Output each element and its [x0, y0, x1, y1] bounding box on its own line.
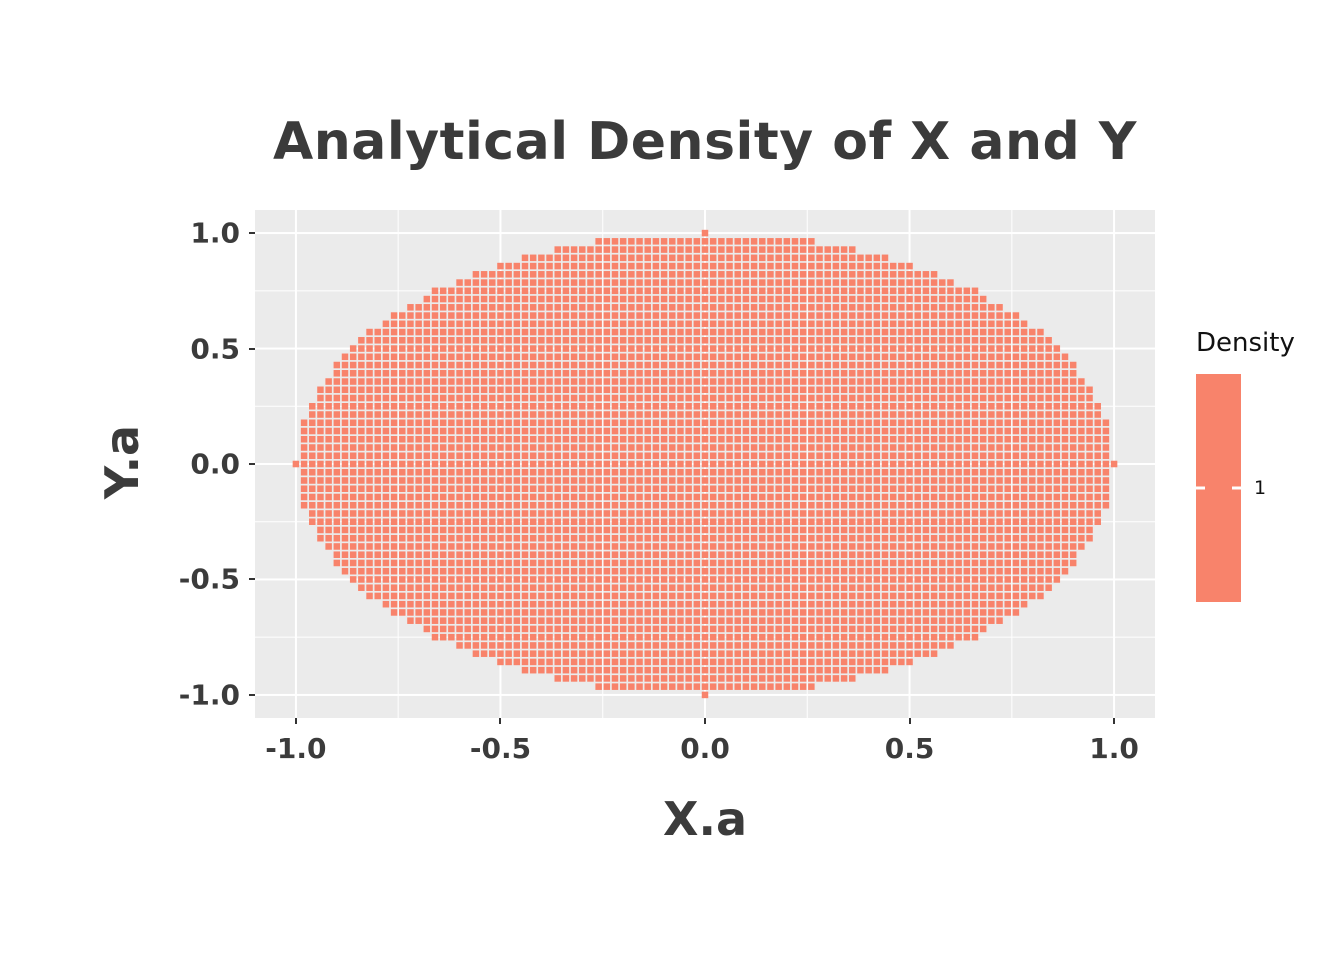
y-tick-label: -0.5 — [178, 562, 240, 596]
y-tick-mark — [249, 347, 255, 350]
legend-colorbar: 1 — [1196, 374, 1266, 602]
y-tick-mark — [249, 463, 255, 465]
y-tick-label: 0.5 — [190, 332, 240, 366]
heatmap-canvas — [255, 210, 1155, 718]
y-tick-mark — [249, 693, 255, 696]
x-tick-label: -1.0 — [265, 732, 327, 765]
x-tick-mark — [499, 718, 502, 724]
legend-tick-label: 1 — [1254, 477, 1267, 499]
legend-tick-right — [1232, 486, 1241, 490]
x-tick-mark — [1113, 718, 1116, 724]
legend-title: Density — [1196, 328, 1295, 358]
x-tick-label: 0.0 — [680, 732, 730, 765]
y-tick-mark — [249, 578, 255, 581]
plot-panel — [255, 210, 1155, 718]
legend: Density 1 — [1196, 328, 1295, 602]
x-tick-label: 0.5 — [884, 732, 935, 765]
x-tick-mark — [294, 718, 297, 724]
x-tick-label: 1.0 — [1089, 732, 1139, 765]
y-tick-mark — [249, 232, 255, 235]
y-tick-label: 1.0 — [190, 216, 240, 250]
density-tiles — [292, 229, 1118, 699]
x-axis-title: X.a — [663, 792, 747, 846]
x-tick-mark — [704, 718, 706, 724]
x-tick-mark — [908, 718, 911, 724]
y-tick-label: -1.0 — [178, 678, 240, 712]
legend-tick-left — [1196, 486, 1205, 490]
x-tick-label: -0.5 — [469, 732, 532, 765]
chart-title: Analytical Density of X and Y — [273, 112, 1137, 172]
y-tick-label: 0.0 — [190, 447, 240, 481]
y-axis-title: Y.a — [95, 424, 149, 500]
